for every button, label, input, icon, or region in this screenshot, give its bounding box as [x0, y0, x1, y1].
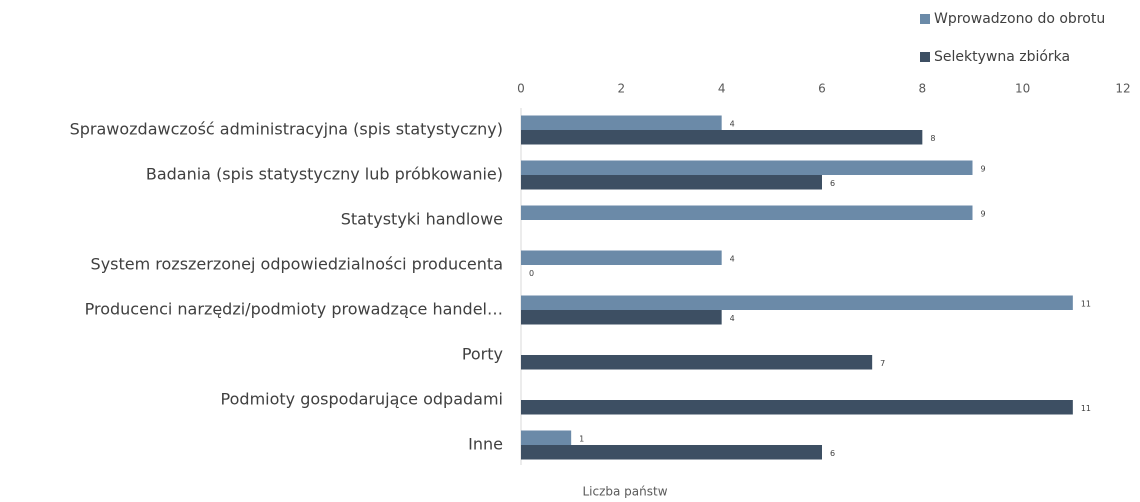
value-label: 4	[730, 254, 735, 263]
y-tick-label: Badania (spis statystyczny lub próbkowan…	[146, 165, 503, 184]
y-tick-label: Statystyki handlowe	[341, 210, 503, 229]
y-tick-label: System rozszerzonej odpowiedzialności pr…	[91, 255, 503, 274]
value-label: 9	[981, 164, 986, 173]
bar	[521, 295, 1073, 310]
value-label: 4	[730, 314, 735, 323]
x-tick-label: 2	[618, 82, 626, 96]
bar	[521, 445, 822, 460]
bar	[521, 175, 822, 190]
bar	[521, 130, 923, 145]
value-label: 11	[1081, 404, 1091, 413]
value-label: 6	[830, 179, 835, 188]
legend-swatch	[920, 14, 930, 24]
bar	[521, 310, 722, 325]
value-label: 9	[981, 209, 986, 218]
bar	[521, 430, 572, 445]
bar	[521, 160, 973, 175]
x-axis-label: Liczba państw	[582, 485, 667, 499]
y-tick-label: Inne	[468, 435, 503, 454]
y-tick-label: Podmioty gospodarujące odpadami	[221, 390, 503, 409]
x-tick-label: 4	[718, 82, 726, 96]
bar	[521, 205, 973, 220]
x-tick-label: 12	[1115, 82, 1130, 96]
value-label: 4	[730, 119, 735, 128]
y-tick-label: Sprawozdawczość administracyjna (spis st…	[70, 120, 503, 139]
value-label: 8	[930, 134, 935, 143]
value-label: 11	[1081, 299, 1091, 308]
bar	[521, 115, 722, 130]
y-tick-label: Producenci narzędzi/podmioty prowadzące …	[85, 300, 503, 319]
legend-swatch	[920, 52, 930, 62]
legend-label: Selektywna zbiórka	[934, 49, 1070, 65]
x-tick-label: 8	[919, 82, 927, 96]
legend-label: Wprowadzono do obrotu	[934, 11, 1105, 27]
y-tick-label: Porty	[462, 345, 503, 364]
x-tick-label: 10	[1015, 82, 1030, 96]
bar	[521, 400, 1073, 415]
value-label: 1	[579, 434, 584, 443]
bar	[521, 250, 722, 265]
value-label: 6	[830, 449, 835, 458]
bar	[521, 355, 873, 370]
value-label: 0	[529, 269, 534, 278]
x-tick-label: 6	[818, 82, 826, 96]
x-tick-label: 0	[517, 82, 525, 96]
value-label: 7	[880, 359, 885, 368]
